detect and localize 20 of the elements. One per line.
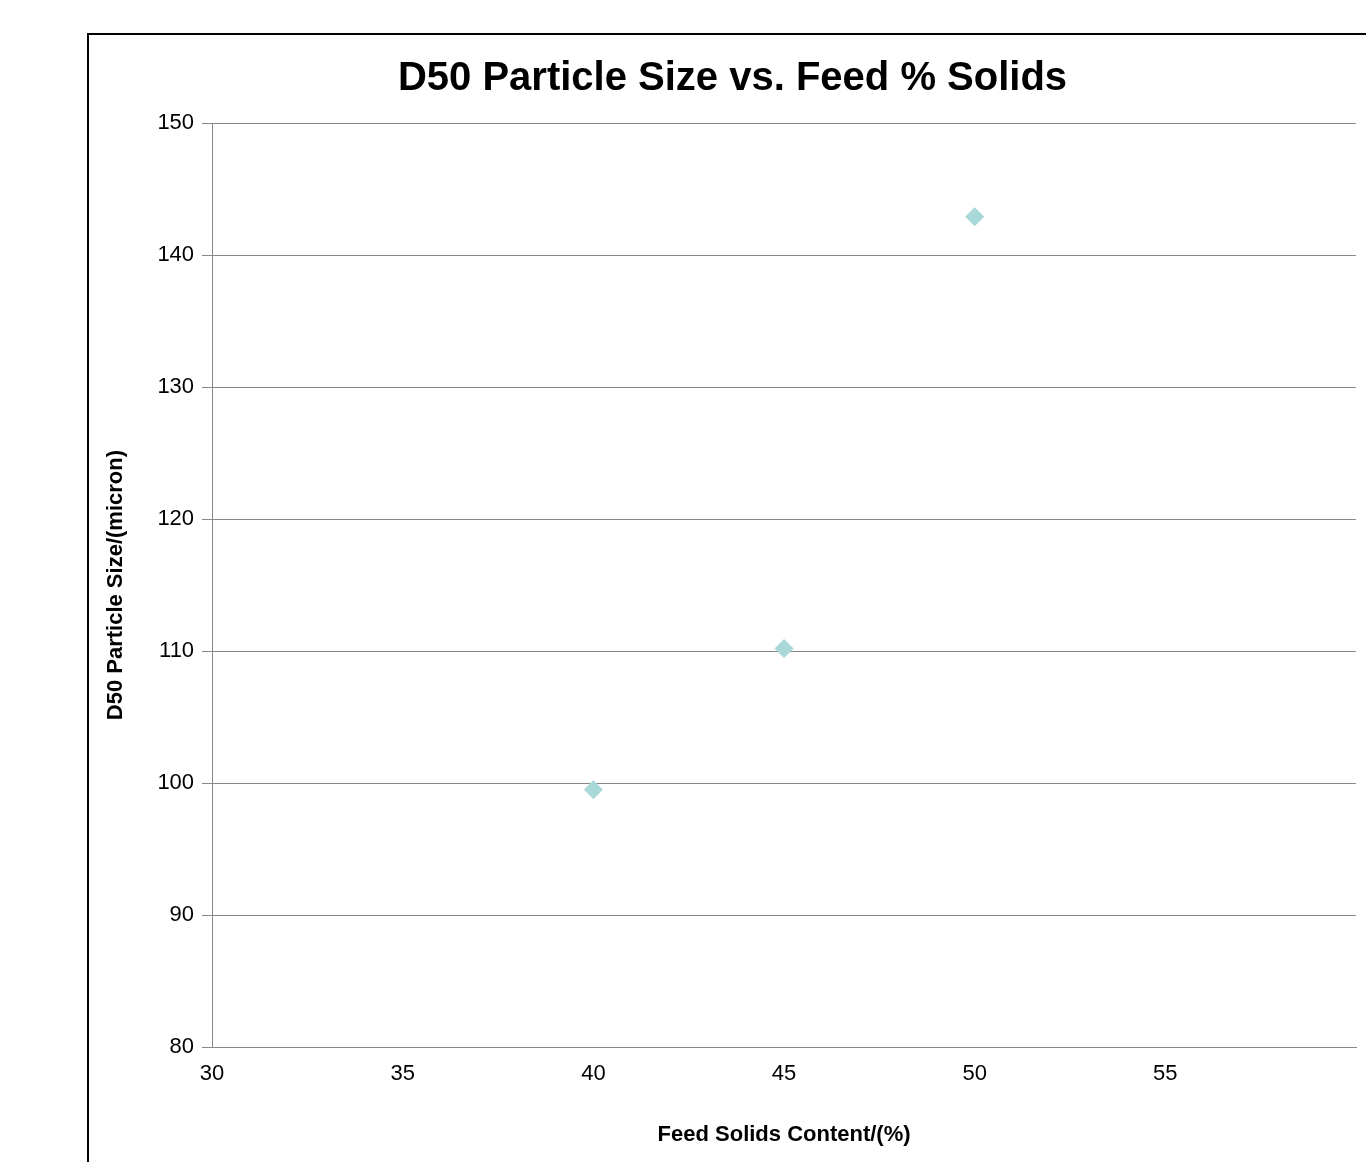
y-tick-label: 100: [157, 769, 195, 795]
x-tick-label: 50: [962, 1060, 987, 1086]
x-tick-label: 40: [581, 1060, 606, 1086]
x-tick-label: 55: [1153, 1060, 1178, 1086]
y-tick-label: 140: [157, 241, 195, 267]
x-axis-title: Feed Solids Content/(%): [657, 1120, 911, 1146]
y-tick-label: 110: [159, 637, 195, 663]
y-tick-label: 90: [169, 901, 195, 927]
x-tick-label: 30: [199, 1060, 225, 1086]
y-tick-label: 130: [157, 373, 195, 399]
point: [774, 638, 794, 658]
x-tick-label: 35: [390, 1060, 415, 1086]
y-tick-label: 80: [169, 1033, 195, 1059]
point: [965, 207, 985, 227]
x-tick-label: 45: [771, 1060, 797, 1086]
y-axis-title: D50 Particle Size/(micron): [102, 449, 128, 721]
y-tick-label: 120: [157, 505, 195, 531]
y-tick-label: 150: [157, 109, 195, 135]
point: [583, 780, 603, 800]
chart-title: D50 Particle Size vs. Feed % Solids: [397, 54, 1068, 99]
